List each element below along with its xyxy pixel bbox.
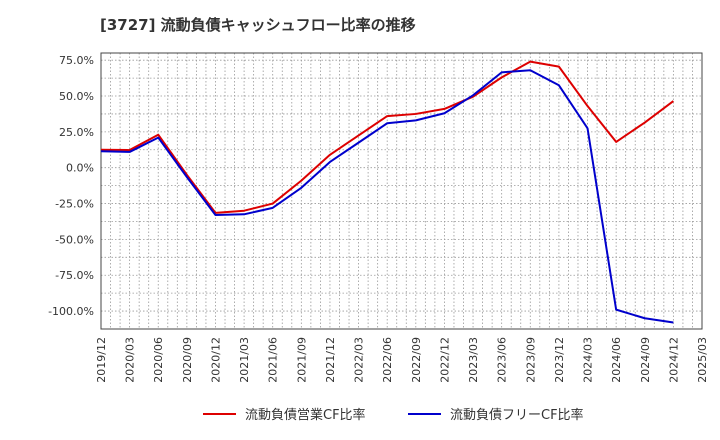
x-tick-label: 2024/12	[667, 337, 680, 383]
x-tick-label: 2019/12	[95, 337, 108, 383]
x-tick-label: 2022/06	[381, 337, 394, 383]
plot-frame	[100, 52, 703, 330]
y-tick-label: 0.0%	[66, 162, 94, 175]
x-tick-label: 2024/06	[610, 337, 623, 383]
x-tick-label: 2022/09	[410, 337, 423, 383]
x-tick-label: 2020/12	[209, 337, 222, 383]
x-axis: 2019/12 2020/03 2020/06 2020/09 2020/12 2021/…	[95, 337, 709, 383]
x-tick-label: 2021/09	[295, 337, 308, 383]
y-tick-label: 25.0%	[59, 126, 94, 139]
x-tick-label: 2020/06	[152, 337, 165, 383]
series-line-1	[100, 60, 674, 214]
legend-label-2: 流動負債フリーCF比率	[450, 407, 584, 423]
x-tick-label: 2023/09	[524, 337, 537, 383]
x-tick-label: 2023/12	[553, 337, 566, 383]
grid	[101, 53, 702, 329]
x-tick-label: 2020/09	[181, 337, 194, 383]
y-tick-label: 50.0%	[59, 90, 94, 103]
x-tick-label: 2025/03	[696, 337, 709, 383]
y-tick-label: 75.0%	[59, 54, 94, 67]
y-tick-label: -25.0%	[55, 198, 94, 211]
x-tick-label: 2021/06	[267, 337, 280, 383]
x-tick-label: 2022/12	[438, 337, 451, 383]
x-tick-label: 2020/03	[124, 337, 137, 383]
legend: 流動負債営業CF比率 流動負債フリーCF比率	[203, 407, 584, 423]
x-tick-label: 2021/12	[324, 337, 337, 383]
legend-label-1: 流動負債営業CF比率	[245, 407, 366, 423]
series-group	[100, 60, 674, 324]
x-tick-label: 2023/03	[467, 337, 480, 383]
y-tick-label: -75.0%	[55, 269, 94, 282]
series-line-2	[100, 69, 674, 324]
x-tick-label: 2021/03	[238, 337, 251, 383]
x-tick-label: 2022/03	[353, 337, 366, 383]
x-tick-label: 2024/03	[582, 337, 595, 383]
y-axis: 75.0% 50.0% 25.0% 0.0% -25.0% -50.0% -75.0% -10…	[48, 54, 94, 318]
y-tick-label: -50.0%	[55, 233, 94, 246]
y-tick-label: -100.0%	[48, 305, 94, 318]
chart-title: [3727] 流動負債キャッシュフロー比率の推移	[100, 16, 416, 34]
x-tick-label: 2023/06	[496, 337, 509, 383]
x-tick-label: 2024/09	[639, 337, 652, 383]
